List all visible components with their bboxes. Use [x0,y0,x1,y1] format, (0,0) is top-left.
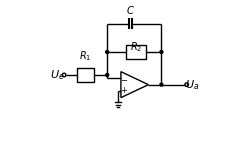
Text: $+$: $+$ [120,85,128,95]
Circle shape [160,83,163,86]
Bar [126,45,146,59]
Circle shape [160,51,163,53]
Bar [77,68,94,82]
Text: $U_e$: $U_e$ [50,68,65,82]
Text: $R_1$: $R_1$ [80,50,92,63]
Text: $-$: $-$ [120,74,128,83]
Circle shape [106,51,109,53]
Text: $U_a$: $U_a$ [186,78,200,92]
Text: $C$: $C$ [126,4,134,16]
Text: $R_2$: $R_2$ [130,41,142,54]
Circle shape [106,74,109,76]
